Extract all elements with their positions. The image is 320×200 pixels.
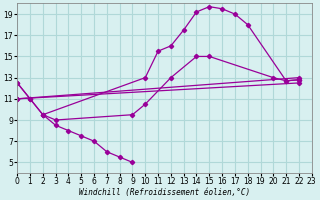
X-axis label: Windchill (Refroidissement éolien,°C): Windchill (Refroidissement éolien,°C) [79, 188, 250, 197]
